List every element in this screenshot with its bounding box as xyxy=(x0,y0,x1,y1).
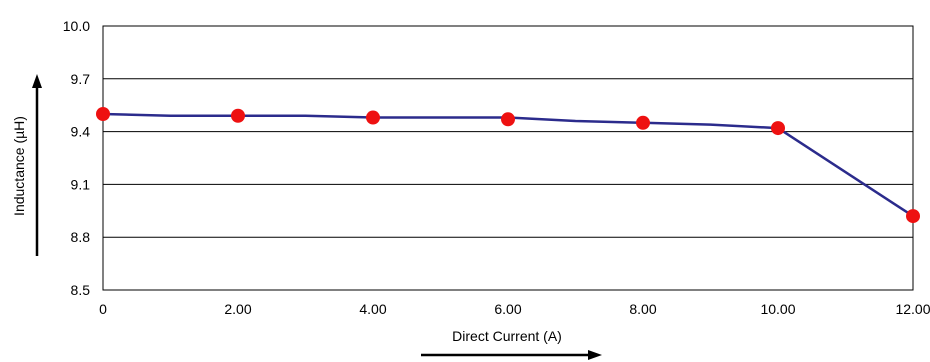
y-tick-label: 8.8 xyxy=(71,229,91,245)
data-point-marker xyxy=(96,107,110,121)
data-point-marker xyxy=(231,108,245,123)
gridlines xyxy=(103,78,913,238)
x-axis-arrow-head xyxy=(588,350,602,360)
x-tick-label: 10.00 xyxy=(760,301,795,317)
series-layer xyxy=(96,107,920,224)
y-tick-label: 8.5 xyxy=(71,282,91,298)
y-axis-title: Inductance (µH) xyxy=(11,116,27,216)
y-tick-label: 10.0 xyxy=(63,18,90,34)
data-point-marker xyxy=(771,121,785,136)
y-tick-label: 9.4 xyxy=(71,124,91,140)
x-tick-label: 12.00 xyxy=(895,301,930,317)
data-point-marker xyxy=(906,209,920,224)
x-tick-label: 2.00 xyxy=(224,301,251,317)
plot-frame xyxy=(102,25,914,291)
x-axis-title: Direct Current (A) xyxy=(452,328,562,344)
y-axis-arrow-head xyxy=(32,74,42,88)
x-tick-label: 6.00 xyxy=(494,301,521,317)
x-tick-label: 4.00 xyxy=(359,301,386,317)
y-tick-label: 9.7 xyxy=(71,71,91,87)
data-point-marker xyxy=(501,112,515,127)
series-line xyxy=(102,112,914,218)
plot-area xyxy=(103,26,913,290)
y-tick-labels: 8.5 8.8 9.1 9.4 9.7 10.0 xyxy=(63,18,90,298)
y-tick-label: 9.1 xyxy=(71,176,91,192)
data-point-marker xyxy=(366,110,380,125)
x-tick-label: 8.00 xyxy=(629,301,656,317)
data-point-marker xyxy=(636,115,650,130)
x-tick-label: 0 xyxy=(99,301,107,317)
x-tick-labels: 0 2.00 4.00 6.00 8.00 10.00 12.00 xyxy=(99,301,930,317)
